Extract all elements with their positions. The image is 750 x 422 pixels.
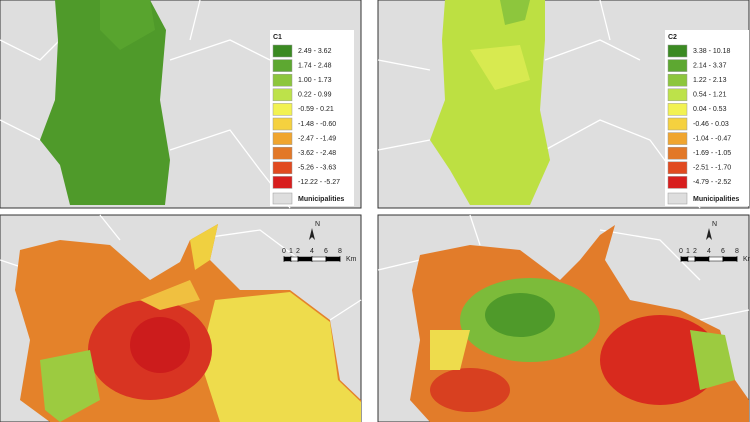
legend-label: 0.04 - 0.53: [693, 106, 727, 113]
region-patch: [430, 368, 510, 412]
scale-label: 4: [707, 248, 711, 255]
legend-label: -5.26 - -3.63: [298, 165, 336, 172]
scale-segment: [283, 256, 292, 262]
legend-swatch: [667, 59, 688, 72]
scale-segment: [680, 256, 689, 262]
legend-label: -1.04 - -0.47: [693, 135, 731, 142]
scale-label: 2: [296, 248, 300, 255]
scale-label: 4: [310, 248, 314, 255]
scale-segment: [311, 256, 327, 262]
legend-label: -0.46 - 0.03: [693, 121, 729, 128]
legend-swatch: [667, 132, 688, 145]
scale-label: 0: [679, 248, 683, 255]
legend-swatch: [667, 44, 688, 58]
region-patch: [190, 224, 218, 270]
scale-unit: Km: [743, 256, 750, 263]
legend-title: C1: [273, 34, 282, 41]
legend-swatch: [272, 73, 293, 87]
legend-swatch: [667, 176, 688, 189]
north-arrow: [706, 228, 712, 240]
north-arrow: [309, 228, 315, 240]
legend-swatch: [667, 161, 688, 175]
legend-swatch: [272, 176, 293, 189]
region-patch: [600, 315, 720, 405]
region-patch: [430, 330, 470, 370]
legend-label: -1.48 - -0.60: [298, 121, 336, 128]
scale-label: 1: [289, 248, 293, 255]
scale-segment: [687, 256, 696, 262]
legend-label: 0.22 - 0.99: [298, 92, 332, 99]
region-patch: [100, 0, 155, 50]
legend-label: -0.59 - 0.21: [298, 106, 334, 113]
legend-swatch: [667, 73, 688, 87]
legend-label: -2.47 - -1.49: [298, 135, 336, 142]
region-patch: [485, 293, 555, 337]
legend-swatch: [667, 146, 688, 160]
scale-label: 0: [282, 248, 286, 255]
scale-label: 6: [324, 248, 328, 255]
scale-segment: [297, 256, 313, 262]
legend-swatch: [667, 192, 688, 205]
legend-swatch: [272, 146, 293, 160]
legend-swatch: [272, 103, 293, 116]
legend-label: Municipalities: [298, 196, 344, 203]
legend-label: -12.22 - -5.27: [298, 179, 340, 186]
scale-segment: [694, 256, 710, 262]
legend-swatch: [667, 103, 688, 116]
north-label: N: [315, 221, 320, 228]
scale-label: 1: [686, 248, 690, 255]
scale-label: 2: [693, 248, 697, 255]
legend-label: 1.22 - 2.13: [693, 77, 727, 84]
legend-label: -3.62 - -2.48: [298, 150, 336, 157]
legend-label: 1.00 - 1.73: [298, 77, 332, 84]
scale-label: 8: [338, 248, 342, 255]
region-patch: [130, 317, 190, 373]
legend-label: 0.54 - 1.21: [693, 92, 727, 99]
scale-segment: [290, 256, 299, 262]
legend-swatch: [272, 117, 293, 131]
region-patch: [500, 0, 530, 25]
legend-swatch: [272, 132, 293, 145]
legend-swatch: [272, 192, 293, 205]
legend-label: 2.14 - 3.37: [693, 62, 727, 69]
legend-label: -4.79 - -2.52: [693, 179, 731, 186]
legend-title: C2: [668, 34, 677, 41]
scale-unit: Km: [346, 256, 357, 263]
legend-swatch: [272, 44, 293, 58]
scale-segment: [722, 256, 738, 262]
north-label: N: [712, 221, 717, 228]
scale-segment: [325, 256, 341, 262]
legend-label: 1.74 - 2.48: [298, 62, 332, 69]
region-patch: [200, 292, 361, 422]
legend-label: -2.51 - -1.70: [693, 165, 731, 172]
legend-swatch: [272, 59, 293, 72]
scale-label: 8: [735, 248, 739, 255]
region-patch: [470, 45, 530, 90]
legend-label: Municipalities: [693, 196, 739, 203]
region-patch: [40, 350, 100, 422]
legend-swatch: [272, 88, 293, 102]
legend-label: 2.49 - 3.62: [298, 48, 332, 55]
scale-label: 6: [721, 248, 725, 255]
legend-label: -1.69 - -1.05: [693, 150, 731, 157]
region-c1: [40, 0, 170, 205]
legend-label: 3.38 - 10.18: [693, 48, 730, 55]
legend-swatch: [667, 88, 688, 102]
region-patch: [690, 330, 735, 390]
region-patch: [140, 280, 200, 310]
scale-segment: [708, 256, 724, 262]
legend-swatch: [667, 117, 688, 131]
legend-swatch: [272, 161, 293, 175]
